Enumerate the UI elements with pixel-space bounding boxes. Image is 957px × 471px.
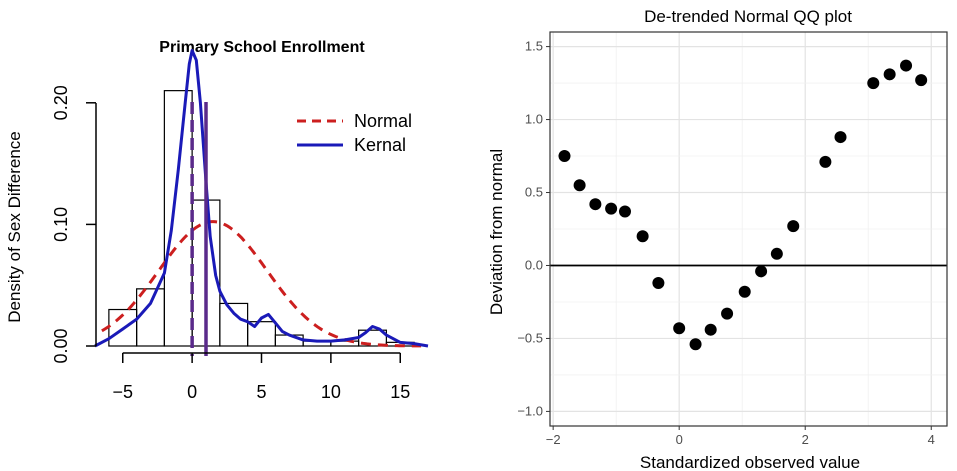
qq-point	[819, 155, 832, 168]
qq-plot-y-label: Deviation from normal	[487, 149, 506, 315]
qq-plot-x-label: Standardized observed value	[640, 453, 860, 471]
x-tick-label: 4	[928, 432, 935, 447]
y-tick-label: −0.5	[517, 330, 543, 345]
x-tick-label: 5	[256, 382, 266, 402]
y-tick-label: 0.5	[525, 185, 543, 200]
qq-point	[787, 220, 800, 233]
x-tick-label: 10	[321, 382, 341, 402]
qq-point	[589, 198, 602, 211]
qq-point	[558, 150, 571, 163]
histogram-bar	[247, 321, 276, 347]
plot-border	[549, 31, 948, 427]
y-tick-label: 1.5	[525, 39, 543, 54]
x-tick-label: −5	[112, 382, 133, 402]
qq-point	[755, 265, 768, 278]
qq-point	[605, 202, 618, 215]
qq-point	[770, 247, 783, 260]
qq-point	[867, 77, 880, 90]
qq-plot-chart: De-trended Normal QQ plot Standardized o…	[487, 7, 948, 471]
qq-point	[652, 276, 665, 289]
qq-point	[721, 307, 734, 320]
x-tick-label: 2	[802, 432, 809, 447]
qq-point	[573, 179, 586, 192]
qq-point	[900, 59, 913, 72]
y-tick-label: −1.0	[517, 403, 543, 418]
y-tick-label: 0.00	[51, 328, 71, 363]
y-tick-label: 1.0	[525, 112, 543, 127]
histogram-bar	[136, 288, 165, 347]
x-tick-label: 15	[390, 382, 410, 402]
y-tick-label: 0.10	[51, 207, 71, 242]
qq-point	[738, 285, 751, 298]
histogram-bar	[274, 334, 304, 347]
x-tick-label: 0	[676, 432, 683, 447]
normal-density-curve	[101, 220, 422, 348]
qq-point	[636, 230, 649, 243]
histogram-y-label: Density of Sex Difference	[5, 131, 24, 323]
kernel-density-curve	[94, 49, 429, 348]
qq-point	[673, 322, 686, 335]
histogram-bar	[163, 90, 193, 347]
qq-point	[834, 131, 847, 144]
qq-point	[704, 323, 717, 336]
histogram-chart: Primary School Enrollment Density of Sex…	[5, 39, 429, 402]
qq-point	[915, 74, 928, 87]
histogram-bar	[219, 302, 249, 347]
y-tick-label: 0.20	[51, 85, 71, 120]
y-tick-label: 0.0	[525, 257, 543, 272]
qq-point	[883, 68, 896, 81]
legend-kernal-label: Kernal	[354, 135, 406, 155]
legend-normal-label: Normal	[354, 111, 412, 131]
x-tick-label: −2	[546, 432, 561, 447]
x-tick-label: 0	[187, 382, 197, 402]
histogram-title: Primary School Enrollment	[159, 39, 365, 56]
qq-plot-title: De-trended Normal QQ plot	[644, 7, 852, 26]
qq-point	[689, 338, 702, 351]
qq-point	[618, 205, 631, 218]
